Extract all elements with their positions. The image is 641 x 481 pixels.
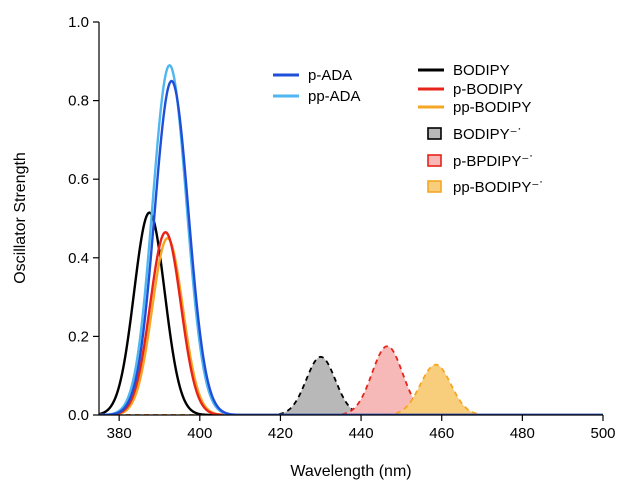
series-line-pp-bodipy — [99, 363, 603, 415]
legend-swatch-p-bpdipy — [427, 154, 442, 167]
legend-label-p-bodipy: p-BODIPY — [453, 81, 523, 98]
y-axis-title: Oscillator Strength — [12, 152, 29, 284]
y-tick-label: 0.0 — [68, 407, 89, 424]
legend-swatch-pp-bodipy — [427, 180, 442, 193]
legend-label-p-bpdipy: p-BPDIPY⁻˙ — [453, 153, 534, 170]
x-tick-label: 460 — [429, 425, 454, 442]
legend-label-pp-bodipy: pp-BODIPY — [453, 99, 531, 116]
y-tick-label: 0.8 — [68, 93, 89, 110]
ticks: 380 400 420 440 460 480 500 0.0 0.2 0.4 0.6 0.8 1.0 — [68, 14, 615, 442]
series-fill-bodipy — [274, 356, 368, 415]
x-axis-title: Wavelength (nm) — [290, 463, 411, 480]
series-line-p-ada — [99, 79, 603, 415]
x-tick-label: 400 — [187, 425, 212, 442]
series-line-p-bpdipy — [99, 345, 603, 415]
series-line-bodipy — [99, 211, 603, 415]
y-tick-label: 0.2 — [68, 328, 89, 345]
legend-swatch-bodipy — [427, 127, 442, 140]
legend-label-bodipy: BODIPY⁻˙ — [453, 126, 523, 143]
y-tick-label: 0.4 — [68, 250, 89, 267]
y-tick-label: 1.0 — [68, 14, 89, 31]
x-tick-label: 440 — [349, 425, 374, 442]
series-line-p-bodipy — [99, 231, 603, 415]
legend-label-pp-bodipy: pp-BODIPY⁻˙ — [453, 179, 544, 196]
x-tick-label: 480 — [510, 425, 535, 442]
legend-label-bodipy: BODIPY — [453, 62, 510, 79]
series-layer — [99, 64, 603, 415]
x-tick-label: 380 — [107, 425, 132, 442]
x-tick-label: 420 — [268, 425, 293, 442]
axes — [98, 22, 603, 416]
series-line-pp-bodipy — [99, 236, 603, 415]
x-tick-label: 500 — [590, 425, 615, 442]
legend-label-pp-ada: pp-ADA — [308, 88, 361, 105]
legend-label-p-ada: p-ADA — [308, 67, 352, 84]
y-tick-label: 0.6 — [68, 171, 89, 188]
